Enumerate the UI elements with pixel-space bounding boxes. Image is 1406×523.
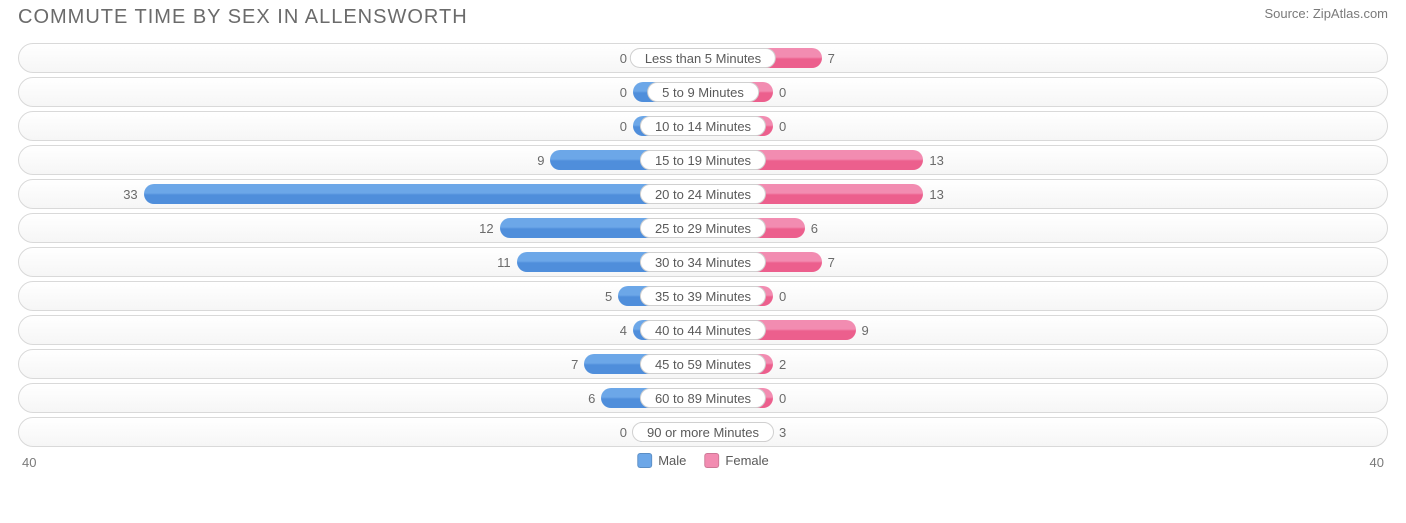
category-label: 15 to 19 Minutes — [640, 150, 766, 170]
chart-row: 5 0 35 to 39 Minutes — [18, 281, 1388, 311]
legend-item-male: Male — [637, 453, 686, 468]
chart-source: Source: ZipAtlas.com — [1264, 6, 1388, 21]
value-male: 0 — [614, 82, 633, 102]
chart-row: 0 390 or more Minutes — [18, 417, 1388, 447]
category-label: 45 to 59 Minutes — [640, 354, 766, 374]
chart-title: COMMUTE TIME BY SEX IN ALLENSWORTH — [18, 6, 468, 29]
value-female: 2 — [773, 354, 792, 374]
axis-max-left: 40 — [22, 455, 36, 470]
legend-item-female: Female — [704, 453, 768, 468]
value-female: 0 — [773, 82, 792, 102]
chart-rows: 07Less than 5 Minutes005 to 9 Minutes001… — [18, 43, 1388, 447]
legend-swatch-female — [704, 453, 719, 468]
value-female: 7 — [822, 48, 841, 68]
bar-male — [144, 184, 703, 204]
legend-swatch-male — [637, 453, 652, 468]
value-female: 13 — [923, 150, 949, 170]
value-female: 13 — [923, 184, 949, 204]
chart-footer: 40 Male Female 40 — [18, 453, 1388, 477]
category-label: 60 to 89 Minutes — [640, 388, 766, 408]
legend-label-female: Female — [725, 453, 768, 468]
chart-row: 0 0 10 to 14 Minutes — [18, 111, 1388, 141]
chart-row: 07Less than 5 Minutes — [18, 43, 1388, 73]
value-female: 0 — [773, 388, 792, 408]
value-male: 4 — [614, 320, 633, 340]
category-label: 40 to 44 Minutes — [640, 320, 766, 340]
value-female: 3 — [773, 422, 792, 442]
category-label: 10 to 14 Minutes — [640, 116, 766, 136]
legend-label-male: Male — [658, 453, 686, 468]
category-label: 20 to 24 Minutes — [640, 184, 766, 204]
value-male: 12 — [473, 218, 499, 238]
chart-row: 33 13 20 to 24 Minutes — [18, 179, 1388, 209]
value-female: 9 — [856, 320, 875, 340]
chart-header: COMMUTE TIME BY SEX IN ALLENSWORTH Sourc… — [18, 6, 1388, 29]
value-female: 0 — [773, 286, 792, 306]
value-male: 0 — [614, 116, 633, 136]
category-label: 25 to 29 Minutes — [640, 218, 766, 238]
value-male: 6 — [582, 388, 601, 408]
commute-chart: COMMUTE TIME BY SEX IN ALLENSWORTH Sourc… — [0, 0, 1406, 523]
value-male: 7 — [565, 354, 584, 374]
chart-row: 7 2 45 to 59 Minutes — [18, 349, 1388, 379]
chart-row: 12 6 25 to 29 Minutes — [18, 213, 1388, 243]
value-male: 11 — [491, 252, 517, 272]
value-male: 33 — [117, 184, 143, 204]
value-male: 9 — [531, 150, 550, 170]
category-label: 35 to 39 Minutes — [640, 286, 766, 306]
chart-row: 11 7 30 to 34 Minutes — [18, 247, 1388, 277]
value-female: 6 — [805, 218, 824, 238]
chart-row: 9 13 15 to 19 Minutes — [18, 145, 1388, 175]
value-female: 0 — [773, 116, 792, 136]
value-male: 0 — [614, 422, 633, 442]
category-label: 90 or more Minutes — [632, 422, 774, 442]
chart-row: 6 0 60 to 89 Minutes — [18, 383, 1388, 413]
value-female: 7 — [822, 252, 841, 272]
category-label: 30 to 34 Minutes — [640, 252, 766, 272]
axis-max-right: 40 — [1370, 455, 1384, 470]
chart-row: 0 0 5 to 9 Minutes — [18, 77, 1388, 107]
value-male: 5 — [599, 286, 618, 306]
chart-row: 4 9 40 to 44 Minutes — [18, 315, 1388, 345]
category-label: Less than 5 Minutes — [630, 48, 776, 68]
category-label: 5 to 9 Minutes — [647, 82, 759, 102]
legend: Male Female — [637, 453, 769, 468]
